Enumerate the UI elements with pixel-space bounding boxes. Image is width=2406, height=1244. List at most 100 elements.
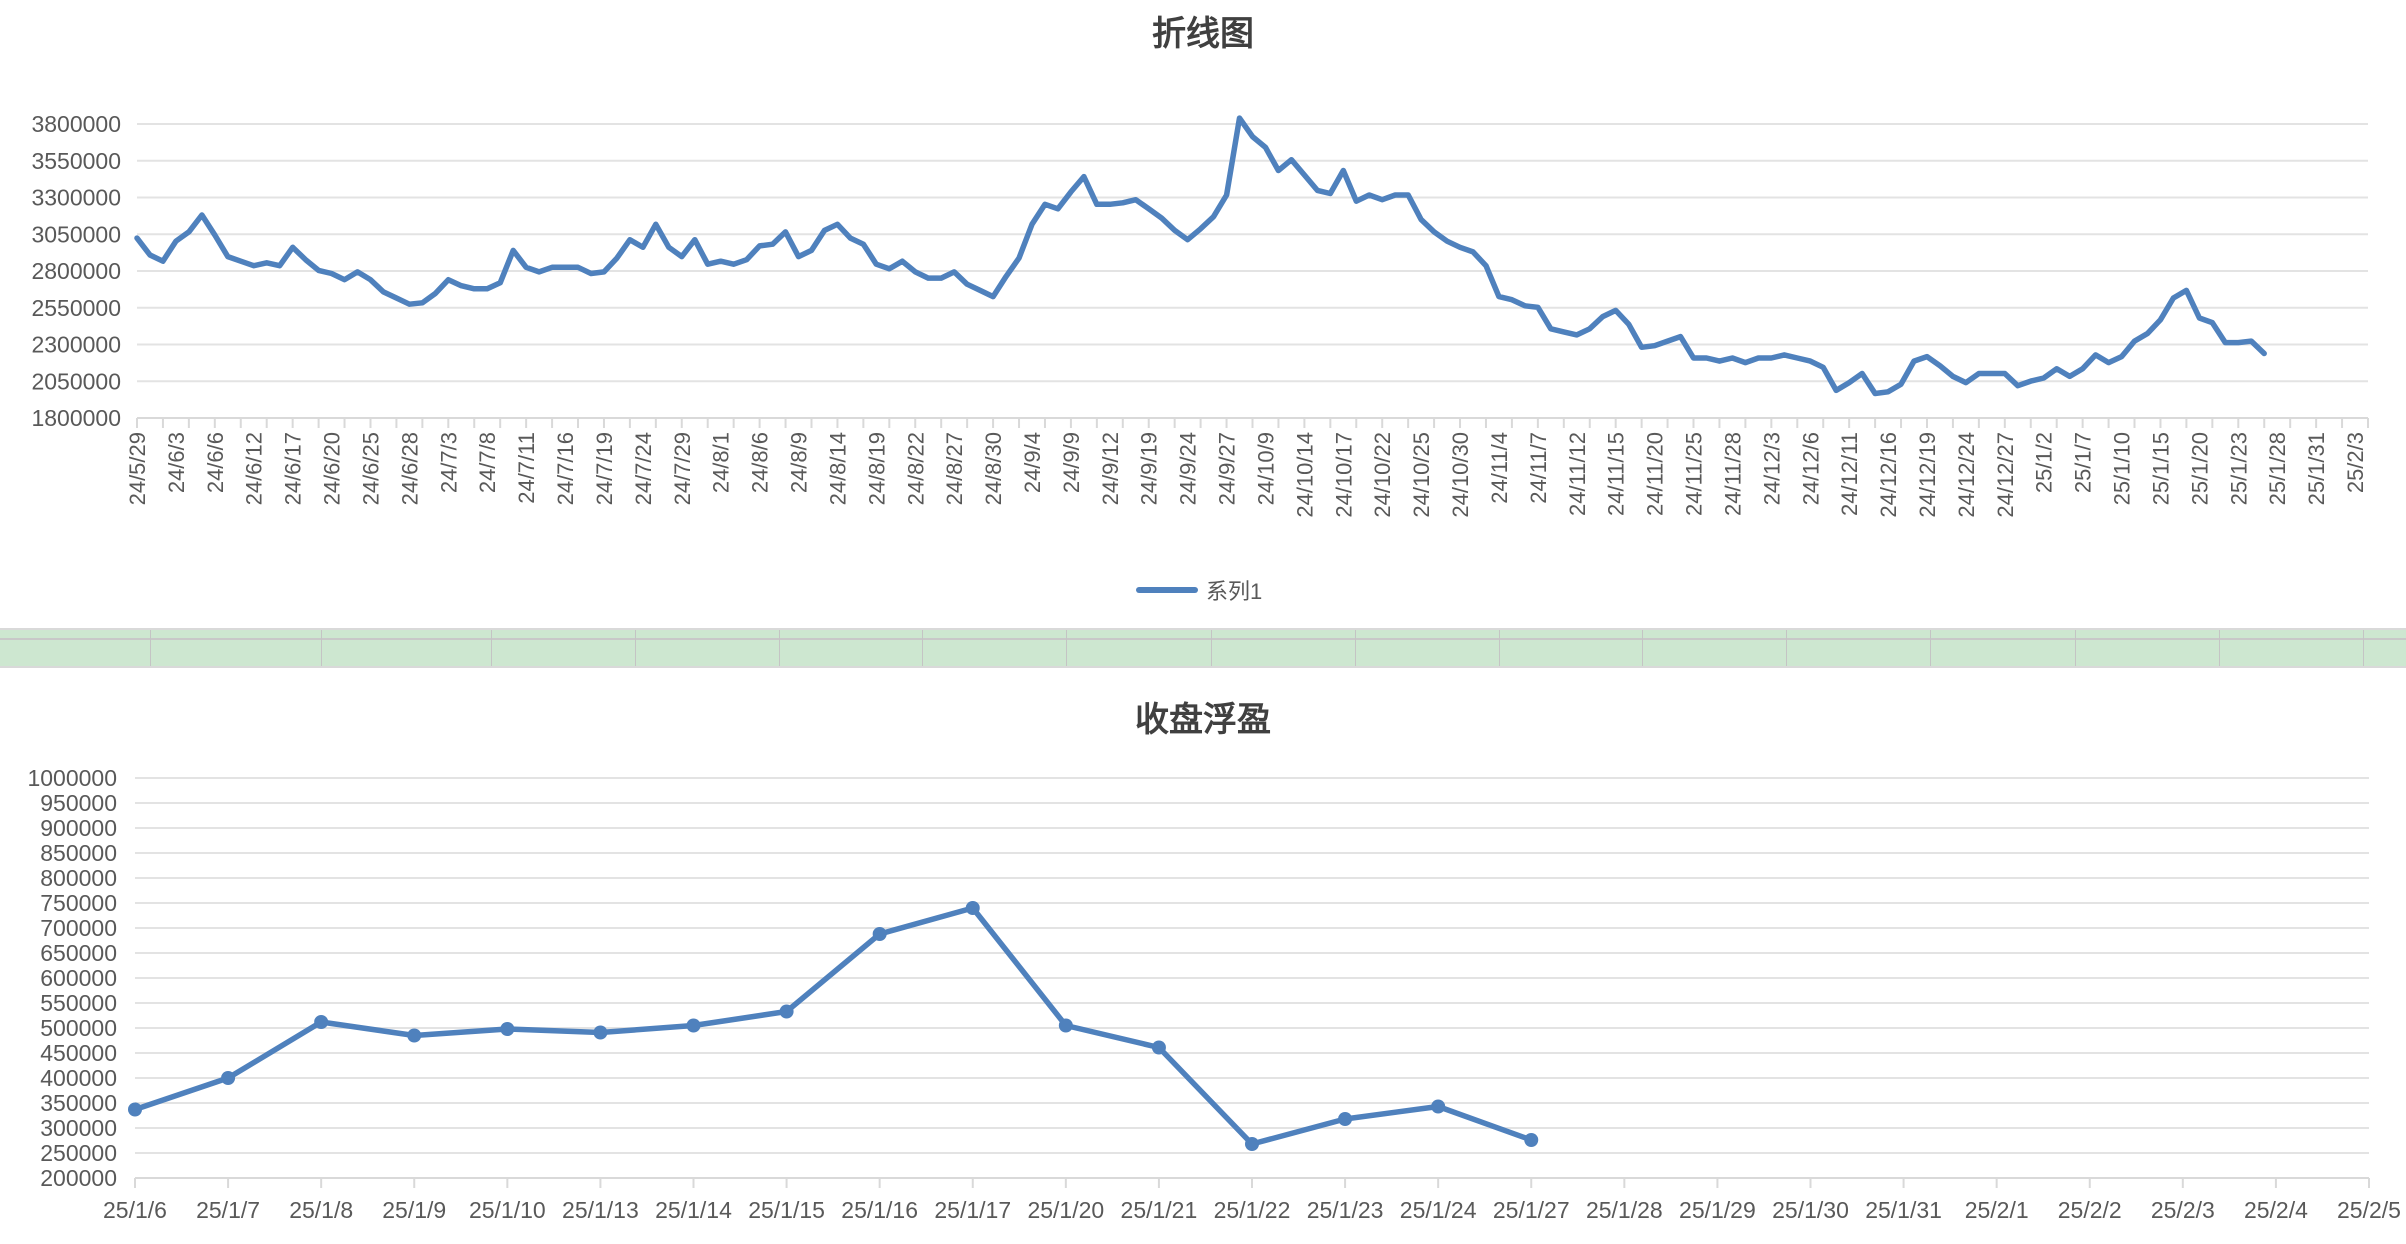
x-tick-label: 25/1/10 <box>469 1197 546 1223</box>
data-point-marker <box>1245 1137 1259 1151</box>
y-tick-label: 950000 <box>40 790 117 816</box>
x-tick-label: 24/8/27 <box>942 432 967 505</box>
x-tick-label: 24/11/25 <box>1682 432 1707 516</box>
x-tick-label: 25/2/2 <box>2058 1197 2122 1223</box>
band-column-divider <box>2219 630 2220 666</box>
x-tick-label: 24/12/19 <box>1915 432 1940 518</box>
x-tick-label: 25/1/10 <box>2110 432 2135 505</box>
y-tick-label: 700000 <box>40 915 117 941</box>
band-row-divider <box>0 638 2406 640</box>
x-tick-label: 25/1/13 <box>562 1197 639 1223</box>
band-column-divider <box>922 630 923 666</box>
data-point-marker <box>500 1022 515 1036</box>
band-column-divider <box>1642 630 1643 666</box>
x-tick-label: 24/11/12 <box>1565 432 1590 516</box>
x-tick-label: 24/10/25 <box>1409 432 1434 518</box>
y-tick-label: 3800000 <box>31 111 121 137</box>
x-tick-label: 24/9/9 <box>1059 432 1084 493</box>
band-column-divider <box>1211 630 1212 666</box>
data-point-marker <box>872 927 887 941</box>
band-column-divider <box>2075 630 2076 666</box>
band-column-divider <box>150 630 151 666</box>
x-tick-label: 25/1/30 <box>1772 1197 1849 1223</box>
bottom-chart-title: 收盘浮盈 <box>1135 700 1271 740</box>
data-point-marker <box>221 1071 236 1085</box>
band-column-divider <box>779 630 780 666</box>
y-tick-label: 1000000 <box>27 765 117 791</box>
data-point-marker <box>1338 1112 1353 1126</box>
y-tick-label: 400000 <box>40 1065 117 1091</box>
x-tick-label: 25/1/23 <box>1307 1197 1384 1223</box>
x-tick-label: 24/9/24 <box>1176 432 1201 505</box>
data-point-marker <box>1431 1099 1446 1114</box>
x-tick-label: 25/1/8 <box>289 1197 353 1223</box>
x-tick-label: 24/6/20 <box>320 432 345 505</box>
band-column-divider <box>1786 630 1787 666</box>
x-tick-label: 24/10/17 <box>1331 432 1356 518</box>
top-chart-title: 折线图 <box>1152 14 1254 54</box>
top-line-chart: 折线图 1800000 2050000 2300000 2550000 2800000 3… <box>0 0 2406 620</box>
x-tick-label: 24/8/9 <box>787 432 812 493</box>
band-column-divider <box>491 630 492 666</box>
x-tick-label: 24/9/4 <box>1020 432 1045 493</box>
band-column-divider <box>1355 630 1356 666</box>
x-tick-label: 25/1/15 <box>2148 432 2173 505</box>
x-tick-label: 24/8/30 <box>981 432 1006 505</box>
x-tick-label: 24/12/24 <box>1954 432 1979 518</box>
x-tick-label: 24/12/16 <box>1876 432 1901 518</box>
x-tick-label: 25/1/28 <box>1586 1197 1663 1223</box>
x-tick-label: 24/10/30 <box>1448 432 1473 518</box>
x-tick-label: 24/11/28 <box>1720 432 1745 516</box>
x-tick-label: 25/1/24 <box>1400 1197 1477 1223</box>
x-tick-label: 24/12/27 <box>1993 432 2018 518</box>
y-tick-label: 450000 <box>40 1040 117 1066</box>
band-column-divider <box>1066 630 1067 666</box>
x-tick-label: 24/7/24 <box>631 432 656 505</box>
x-tick-label: 24/9/27 <box>1215 432 1240 505</box>
legend-label: 系列1 <box>1206 579 1263 604</box>
x-tick-label: 25/1/16 <box>841 1197 918 1223</box>
x-tick-label: 24/12/6 <box>1798 432 1823 505</box>
y-tick-label: 250000 <box>40 1140 117 1166</box>
top-chart-plot: 1800000 2050000 2300000 2550000 2800000 30500… <box>31 111 2369 518</box>
series-line <box>134 115 2267 397</box>
x-tick-label: 24/7/11 <box>514 432 539 504</box>
y-tick-label: 2050000 <box>31 368 121 394</box>
legend-line-swatch-icon <box>1136 587 1198 593</box>
x-tick-label: 24/11/15 <box>1604 432 1629 516</box>
data-point-marker <box>407 1028 422 1043</box>
y-tick-label: 850000 <box>40 840 117 866</box>
x-tick-label: 24/12/3 <box>1759 432 1784 505</box>
x-tick-label: 24/11/20 <box>1643 432 1668 516</box>
y-tick-label: 500000 <box>40 1015 117 1041</box>
x-tick-label: 24/7/29 <box>670 432 695 505</box>
top-chart-legend: 系列1 <box>1136 576 1262 604</box>
bottom-line-chart: 收盘浮盈 200000 250000 300000 350000 400000 45000… <box>0 670 2406 1244</box>
x-tick-label: 25/2/5 <box>2337 1197 2401 1223</box>
bottom-chart-plot: 2000002500003000003500004000004500005000… <box>27 765 2401 1223</box>
x-tick-label: 24/8/1 <box>709 432 734 493</box>
x-tick-label: 25/2/4 <box>2244 1197 2308 1223</box>
spreadsheet-row-band <box>0 628 2406 668</box>
x-tick-label: 24/6/17 <box>281 432 306 505</box>
y-tick-label: 3050000 <box>31 221 121 247</box>
x-tick-label: 24/7/3 <box>436 432 461 493</box>
x-tick-label: 24/7/16 <box>553 432 578 505</box>
x-tick-label: 24/10/14 <box>1292 432 1317 518</box>
y-tick-label: 650000 <box>40 940 117 966</box>
data-point-marker <box>965 901 980 915</box>
x-tick-label: 24/12/11 <box>1837 432 1862 516</box>
x-tick-label: 24/7/8 <box>475 432 500 493</box>
x-tick-label: 24/10/9 <box>1253 432 1278 505</box>
x-tick-label: 25/1/28 <box>2265 432 2290 505</box>
x-tick-label: 25/1/2 <box>2032 432 2057 493</box>
y-tick-label: 200000 <box>40 1165 117 1191</box>
data-point-marker <box>128 1102 142 1117</box>
data-point-marker <box>593 1025 608 1040</box>
x-tick-label: 24/5/29 <box>125 432 150 505</box>
x-tick-label: 24/6/12 <box>242 432 267 505</box>
x-tick-label: 25/1/27 <box>1493 1197 1570 1223</box>
y-tick-label: 2800000 <box>31 258 121 284</box>
x-tick-label: 24/6/6 <box>203 432 228 493</box>
x-tick-label: 24/9/12 <box>1098 432 1123 505</box>
